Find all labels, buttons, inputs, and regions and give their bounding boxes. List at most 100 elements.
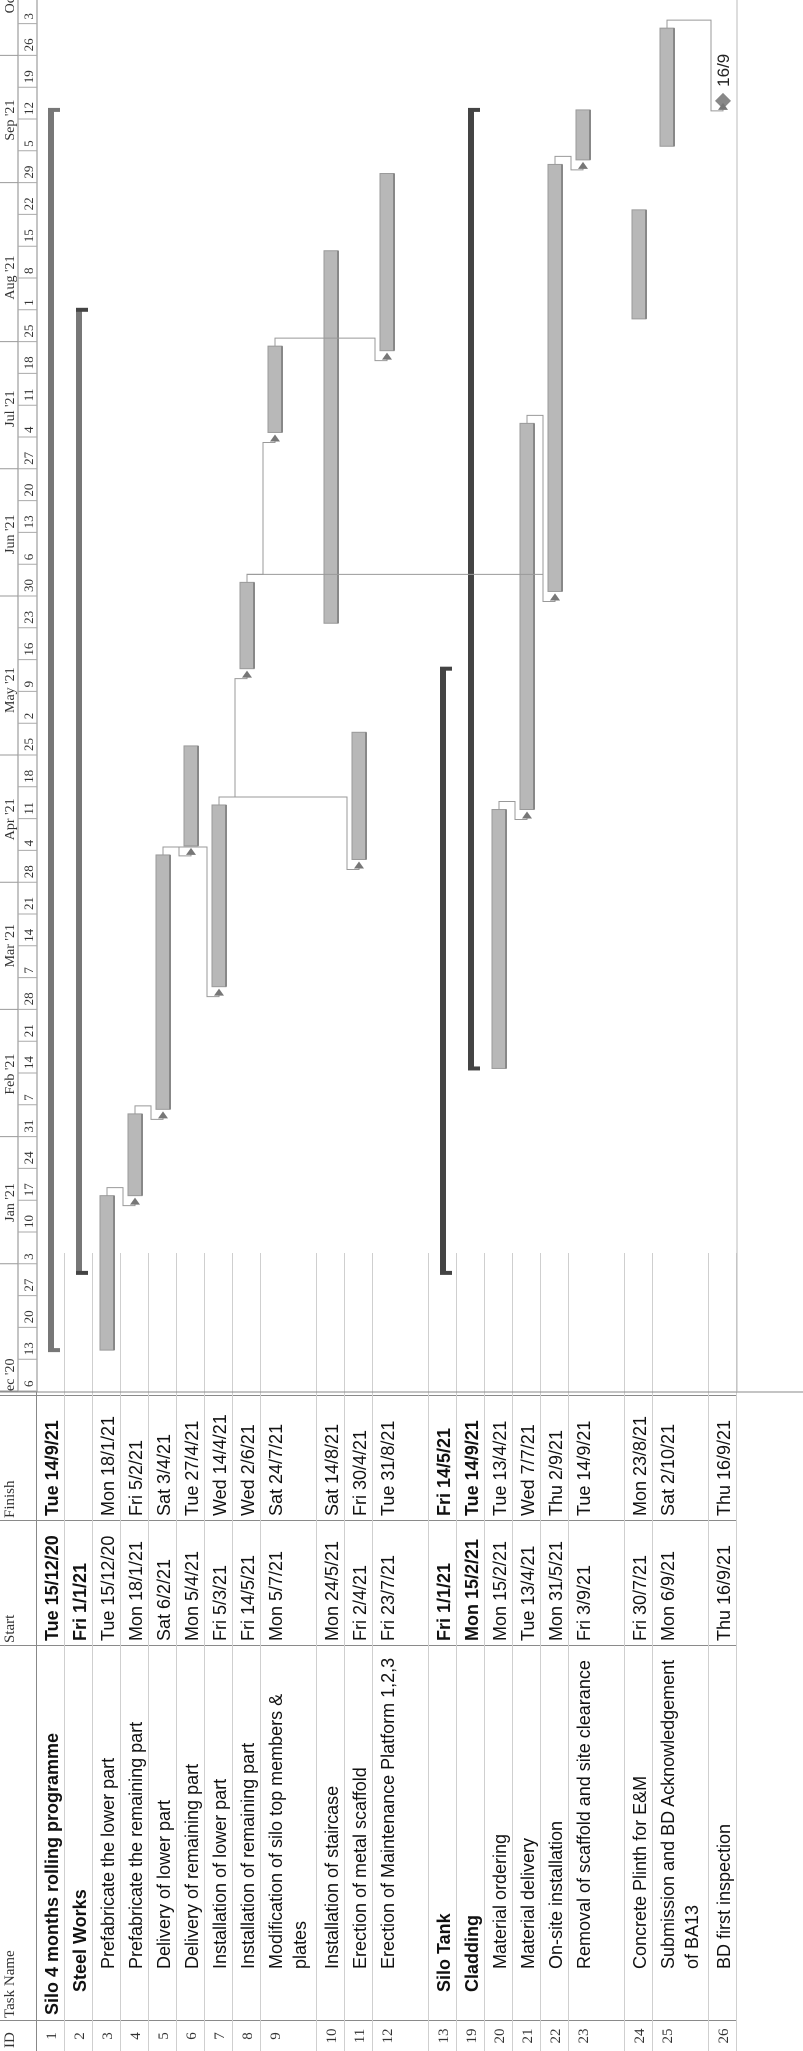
summary-bar-1[interactable]: [48, 107, 60, 1353]
week-label: 19: [21, 70, 36, 83]
task-bar-24[interactable]: [631, 209, 647, 320]
dependency-arrow: [186, 847, 196, 855]
task-bar-12[interactable]: [379, 173, 395, 352]
week-label: 6: [21, 1380, 36, 1387]
dependency-arrow: [130, 1197, 140, 1205]
summary-bar[interactable]: [468, 109, 474, 1069]
week-label: 11: [21, 802, 36, 815]
week-label: 3: [21, 1253, 36, 1260]
week-label: 8: [21, 268, 36, 275]
week-label: 13: [21, 515, 36, 528]
month-label: Jan '21: [3, 1183, 18, 1222]
month-label: ec '20: [3, 1359, 18, 1391]
month-label: Aug '21: [3, 255, 18, 299]
month-label: Jul '21: [3, 390, 18, 426]
week-label: 23: [21, 611, 36, 624]
dependency-arrow: [270, 434, 280, 442]
summary-bar-2[interactable]: [76, 307, 88, 1275]
task-bar-10[interactable]: [323, 250, 339, 624]
week-label: 14: [21, 928, 36, 942]
summary-bar-19[interactable]: [468, 107, 480, 1071]
task-bar-6[interactable]: [183, 745, 199, 847]
week-label: 26: [21, 38, 36, 52]
month-label: Feb '21: [3, 1054, 18, 1095]
dependency-arrow: [578, 161, 588, 169]
dependency-arrow: [214, 988, 224, 996]
task-bar-21[interactable]: [519, 422, 535, 811]
week-label: 7: [21, 967, 36, 974]
week-label: 30: [21, 579, 36, 592]
dependency-arrow: [382, 352, 392, 360]
week-label: 4: [21, 426, 36, 433]
task-bar-20[interactable]: [491, 809, 507, 1069]
task-bar-11[interactable]: [351, 731, 367, 860]
dependency-arrow: [522, 811, 532, 819]
month-label: May '21: [3, 667, 18, 713]
week-label: 21: [21, 1024, 36, 1037]
task-bar-9[interactable]: [267, 345, 283, 433]
task-bar-5[interactable]: [155, 854, 171, 1110]
week-label: 18: [21, 356, 36, 369]
dependency-arrow: [354, 861, 364, 869]
week-label: 2: [21, 713, 36, 720]
task-bar-22[interactable]: [547, 163, 563, 592]
week-label: 28: [21, 865, 36, 878]
task-bar-25[interactable]: [659, 27, 675, 147]
week-label: 9: [21, 681, 36, 688]
summary-cap: [48, 107, 60, 112]
week-label: 29: [21, 166, 36, 179]
summary-cap: [48, 1348, 60, 1353]
week-label: 13: [21, 1342, 36, 1355]
dependency-link: [246, 573, 556, 602]
month-label: Oct '21: [3, 0, 18, 13]
summary-bar[interactable]: [76, 309, 82, 1273]
summary-cap: [76, 307, 88, 312]
week-label: 6: [21, 553, 36, 560]
task-bar-3[interactable]: [99, 1195, 115, 1351]
summary-bar[interactable]: [440, 668, 446, 1273]
month-label: Mar '21: [3, 924, 18, 967]
week-label: 31: [21, 1120, 36, 1133]
month-label: Jun '21: [3, 515, 18, 554]
week-label: 17: [21, 1183, 36, 1197]
task-bar-4[interactable]: [127, 1113, 143, 1197]
milestone-marker[interactable]: [715, 92, 731, 109]
summary-cap: [468, 1066, 480, 1071]
dependency-link: [246, 435, 276, 583]
week-label: 16: [21, 642, 36, 656]
week-label: 1: [21, 299, 36, 306]
dependency-arrow: [550, 593, 560, 601]
week-label: 3: [21, 13, 36, 20]
week-label: 4: [21, 839, 36, 846]
week-label: 21: [21, 897, 36, 910]
summary-bar-13[interactable]: [440, 666, 452, 1275]
dependency-arrow: [242, 670, 252, 678]
dependency-arrow: [158, 1111, 168, 1119]
month-label: Apr '21: [3, 798, 18, 840]
week-label: 24: [21, 1151, 36, 1165]
task-bar-23[interactable]: [575, 109, 591, 161]
week-label: 22: [21, 197, 36, 210]
week-label: 27: [21, 1278, 36, 1292]
summary-bar[interactable]: [48, 109, 54, 1351]
week-label: 28: [21, 992, 36, 1005]
summary-cap: [468, 107, 480, 112]
dependency-arrow: [718, 102, 728, 110]
month-label: Sep '21: [3, 100, 18, 141]
dependency-link: [218, 671, 248, 805]
milestone-label: 16/9: [714, 54, 733, 87]
dependency-link: [218, 796, 360, 870]
week-label: 12: [21, 102, 36, 115]
task-bar-8[interactable]: [239, 581, 255, 670]
week-label: 15: [21, 229, 36, 242]
dependency-link: [162, 846, 220, 998]
week-label: 18: [21, 770, 36, 783]
summary-cap: [76, 1270, 88, 1275]
week-label: 20: [21, 484, 36, 497]
week-label: 27: [21, 451, 36, 465]
task-bar-7[interactable]: [211, 804, 227, 988]
week-label: 7: [21, 1094, 36, 1101]
week-label: 14: [21, 1056, 36, 1070]
